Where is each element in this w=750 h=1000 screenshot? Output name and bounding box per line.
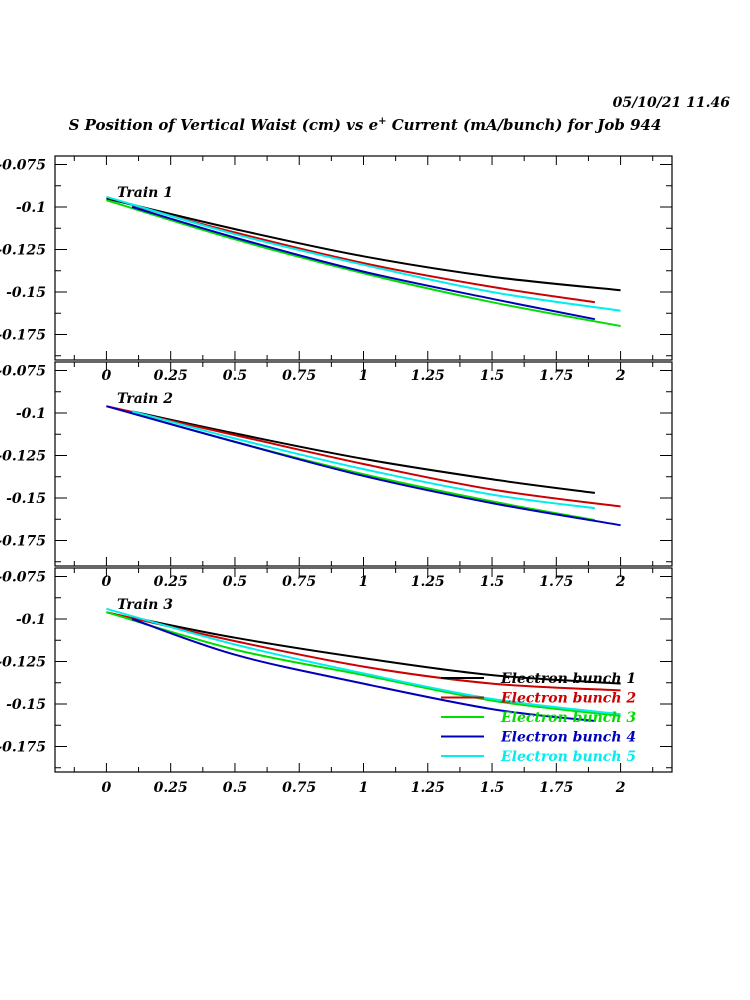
- x-tick-label: 0.25: [154, 368, 188, 384]
- chart-title-superscript: +: [378, 116, 387, 127]
- x-tick-label: 1.5: [480, 780, 504, 796]
- x-tick-label: 0.25: [154, 780, 188, 796]
- legend-entry: Electron bunch 2: [500, 691, 636, 707]
- x-tick-label: 1.25: [411, 368, 445, 384]
- y-tick-label: -0.125: [0, 655, 46, 671]
- y-tick-label: -0.075: [0, 570, 46, 586]
- y-tick-label: -0.175: [0, 740, 46, 756]
- x-tick-label: 1.5: [480, 574, 504, 590]
- x-tick-label: 1: [359, 574, 369, 590]
- x-tick-label: 1.25: [411, 780, 445, 796]
- y-tick-label: -0.175: [0, 328, 46, 344]
- x-tick-label: 0: [102, 780, 112, 796]
- x-tick-label: 1.5: [480, 368, 504, 384]
- series-line: [131, 616, 621, 685]
- legend-entry: Electron bunch 3: [500, 710, 636, 726]
- x-tick-label: 0.5: [223, 780, 247, 796]
- y-tick-label: -0.075: [0, 364, 46, 380]
- y-tick-label: -0.15: [6, 697, 46, 713]
- series-line: [106, 611, 621, 692]
- y-tick-label: -0.15: [6, 491, 46, 507]
- x-tick-label: 0.5: [223, 574, 247, 590]
- series-line: [106, 611, 621, 717]
- legend-entry: Electron bunch 1: [500, 671, 636, 687]
- y-tick-label: -0.1: [16, 200, 46, 216]
- series-line: [106, 195, 621, 312]
- series-line: [131, 410, 596, 494]
- x-tick-label: 1: [359, 368, 369, 384]
- y-tick-label: -0.1: [16, 406, 46, 422]
- y-tick-label: -0.1: [16, 612, 46, 628]
- x-tick-label: 2: [615, 368, 626, 384]
- series-line: [106, 199, 621, 327]
- chart-title-suffix: Current (mA/bunch) for Job 944: [386, 116, 662, 134]
- x-tick-label: 1.75: [539, 368, 573, 384]
- timestamp: 05/10/21 11.46: [612, 95, 730, 111]
- series-line: [131, 206, 596, 321]
- y-tick-label: -0.175: [0, 534, 46, 550]
- x-tick-label: 1.25: [411, 574, 445, 590]
- y-tick-label: -0.075: [0, 158, 46, 174]
- legend-entry: Electron bunch 5: [500, 749, 636, 765]
- x-tick-label: 1.75: [539, 780, 573, 796]
- y-tick-label: -0.125: [0, 449, 46, 465]
- x-tick-label: 1.75: [539, 574, 573, 590]
- x-tick-label: 1: [359, 780, 369, 796]
- chart-title-prefix: S Position of Vertical Waist (cm) vs e: [68, 116, 379, 134]
- series-line: [106, 607, 621, 716]
- y-tick-label: -0.15: [6, 285, 46, 301]
- series-line: [131, 204, 596, 304]
- series-line: [106, 197, 621, 292]
- x-tick-label: 0: [102, 368, 112, 384]
- panel-label: Train 3: [117, 597, 173, 613]
- legend-entry: Electron bunch 4: [500, 730, 636, 746]
- x-tick-label: 0: [102, 574, 112, 590]
- y-tick-label: -0.125: [0, 243, 46, 259]
- series-line: [106, 405, 621, 527]
- x-tick-label: 0.5: [223, 368, 247, 384]
- panel-label: Train 1: [117, 185, 173, 201]
- x-tick-label: 0.75: [282, 574, 316, 590]
- x-tick-label: 0.75: [282, 780, 316, 796]
- x-tick-label: 2: [615, 574, 626, 590]
- x-tick-label: 0.25: [154, 574, 188, 590]
- x-tick-label: 0.75: [282, 368, 316, 384]
- x-tick-label: 2: [615, 780, 626, 796]
- series-line: [131, 410, 596, 510]
- series-line: [106, 405, 621, 508]
- series-line: [131, 618, 596, 722]
- panel-label: Train 2: [117, 391, 173, 407]
- chart-title: S Position of Vertical Waist (cm) vs e+ …: [0, 116, 730, 134]
